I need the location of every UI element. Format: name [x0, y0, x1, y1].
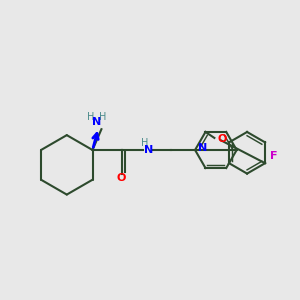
- Text: O: O: [218, 134, 227, 144]
- Text: N: N: [198, 142, 207, 153]
- Text: H: H: [99, 112, 106, 122]
- Text: O: O: [116, 173, 125, 183]
- Text: N: N: [92, 117, 102, 127]
- Text: N: N: [144, 145, 154, 155]
- Text: H: H: [87, 112, 95, 122]
- Text: H: H: [141, 137, 148, 148]
- Text: F: F: [270, 151, 277, 161]
